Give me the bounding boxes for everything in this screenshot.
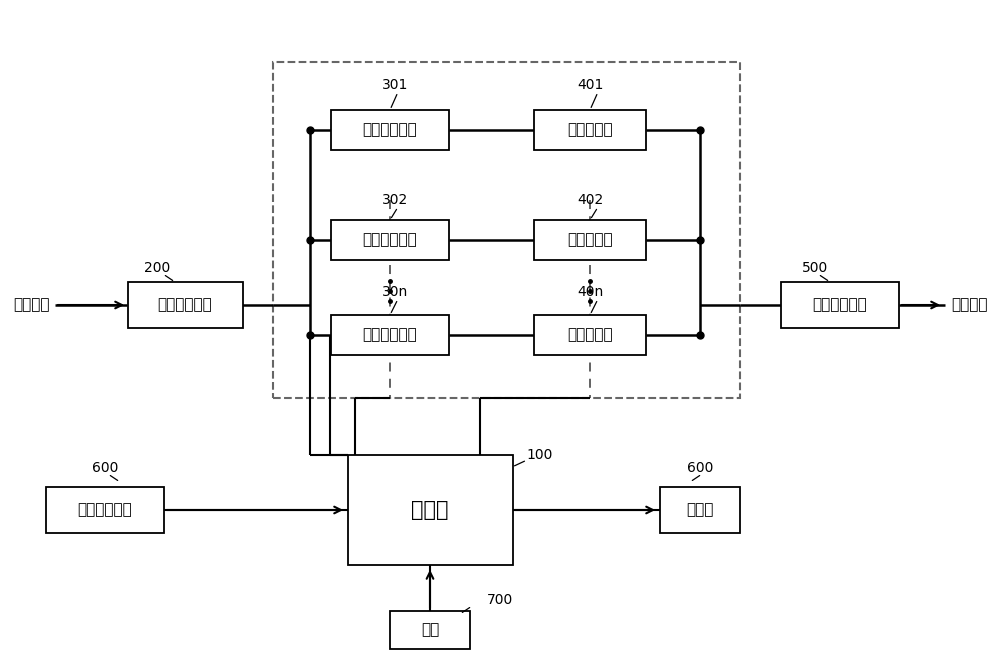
Text: 信号输入: 信号输入 [14, 298, 50, 312]
Bar [534, 220, 646, 260]
Text: 600: 600 [92, 461, 118, 475]
Text: 显示器: 显示器 [686, 503, 714, 517]
Text: 401: 401 [577, 78, 603, 92]
Text: 电子开关电路: 电子开关电路 [363, 233, 417, 247]
Bar [331, 315, 449, 355]
Bar [660, 487, 740, 533]
Text: 信号调理电路: 信号调理电路 [158, 298, 212, 312]
Bar [390, 611, 470, 649]
Text: 500: 500 [802, 261, 828, 275]
Text: 30n: 30n [382, 285, 408, 299]
Text: 700: 700 [487, 593, 513, 607]
Text: 电子开关电路: 电子开关电路 [363, 122, 417, 138]
Bar [534, 315, 646, 355]
Text: 单片机: 单片机 [411, 500, 449, 520]
Bar [534, 110, 646, 150]
Bar [781, 282, 899, 328]
Text: 200: 200 [144, 261, 170, 275]
Text: 电子移相器: 电子移相器 [567, 327, 613, 343]
Bar [348, 455, 512, 565]
Text: 键盘: 键盘 [421, 622, 439, 638]
Text: 40n: 40n [577, 285, 603, 299]
Text: 100: 100 [527, 448, 553, 462]
Bar [128, 282, 242, 328]
Text: 302: 302 [382, 193, 408, 207]
Text: 红外接收电路: 红外接收电路 [78, 503, 132, 517]
Text: 恒流输出电路: 恒流输出电路 [813, 298, 867, 312]
Text: 电子移相器: 电子移相器 [567, 233, 613, 247]
Bar [273, 62, 740, 398]
Text: 电子移相器: 电子移相器 [567, 122, 613, 138]
Text: 电子开关电路: 电子开关电路 [363, 327, 417, 343]
Text: 600: 600 [687, 461, 713, 475]
Bar [331, 220, 449, 260]
Text: 301: 301 [382, 78, 408, 92]
Text: 信号输出: 信号输出 [952, 298, 988, 312]
Bar [331, 110, 449, 150]
Bar [46, 487, 164, 533]
Text: 402: 402 [577, 193, 603, 207]
